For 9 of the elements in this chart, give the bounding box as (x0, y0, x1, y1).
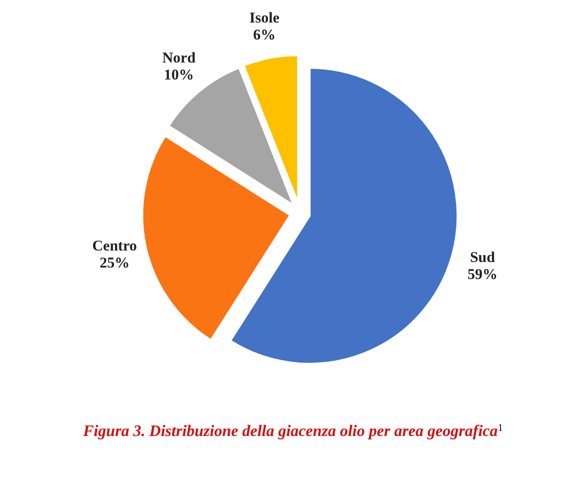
slice-label: Nord (162, 50, 196, 67)
slice-label: Centro (92, 238, 137, 254)
data-label: 6% (253, 27, 276, 44)
data-label: 59% (467, 267, 498, 284)
slice-label: Sud (470, 250, 496, 266)
slice-label: Isole (249, 10, 280, 26)
data-label: 10% (164, 68, 194, 84)
data-label: 25% (100, 255, 130, 272)
text: Figura 3. Distribuzione della giacenza olio per area geografica$^{1}$ (82, 422, 503, 440)
